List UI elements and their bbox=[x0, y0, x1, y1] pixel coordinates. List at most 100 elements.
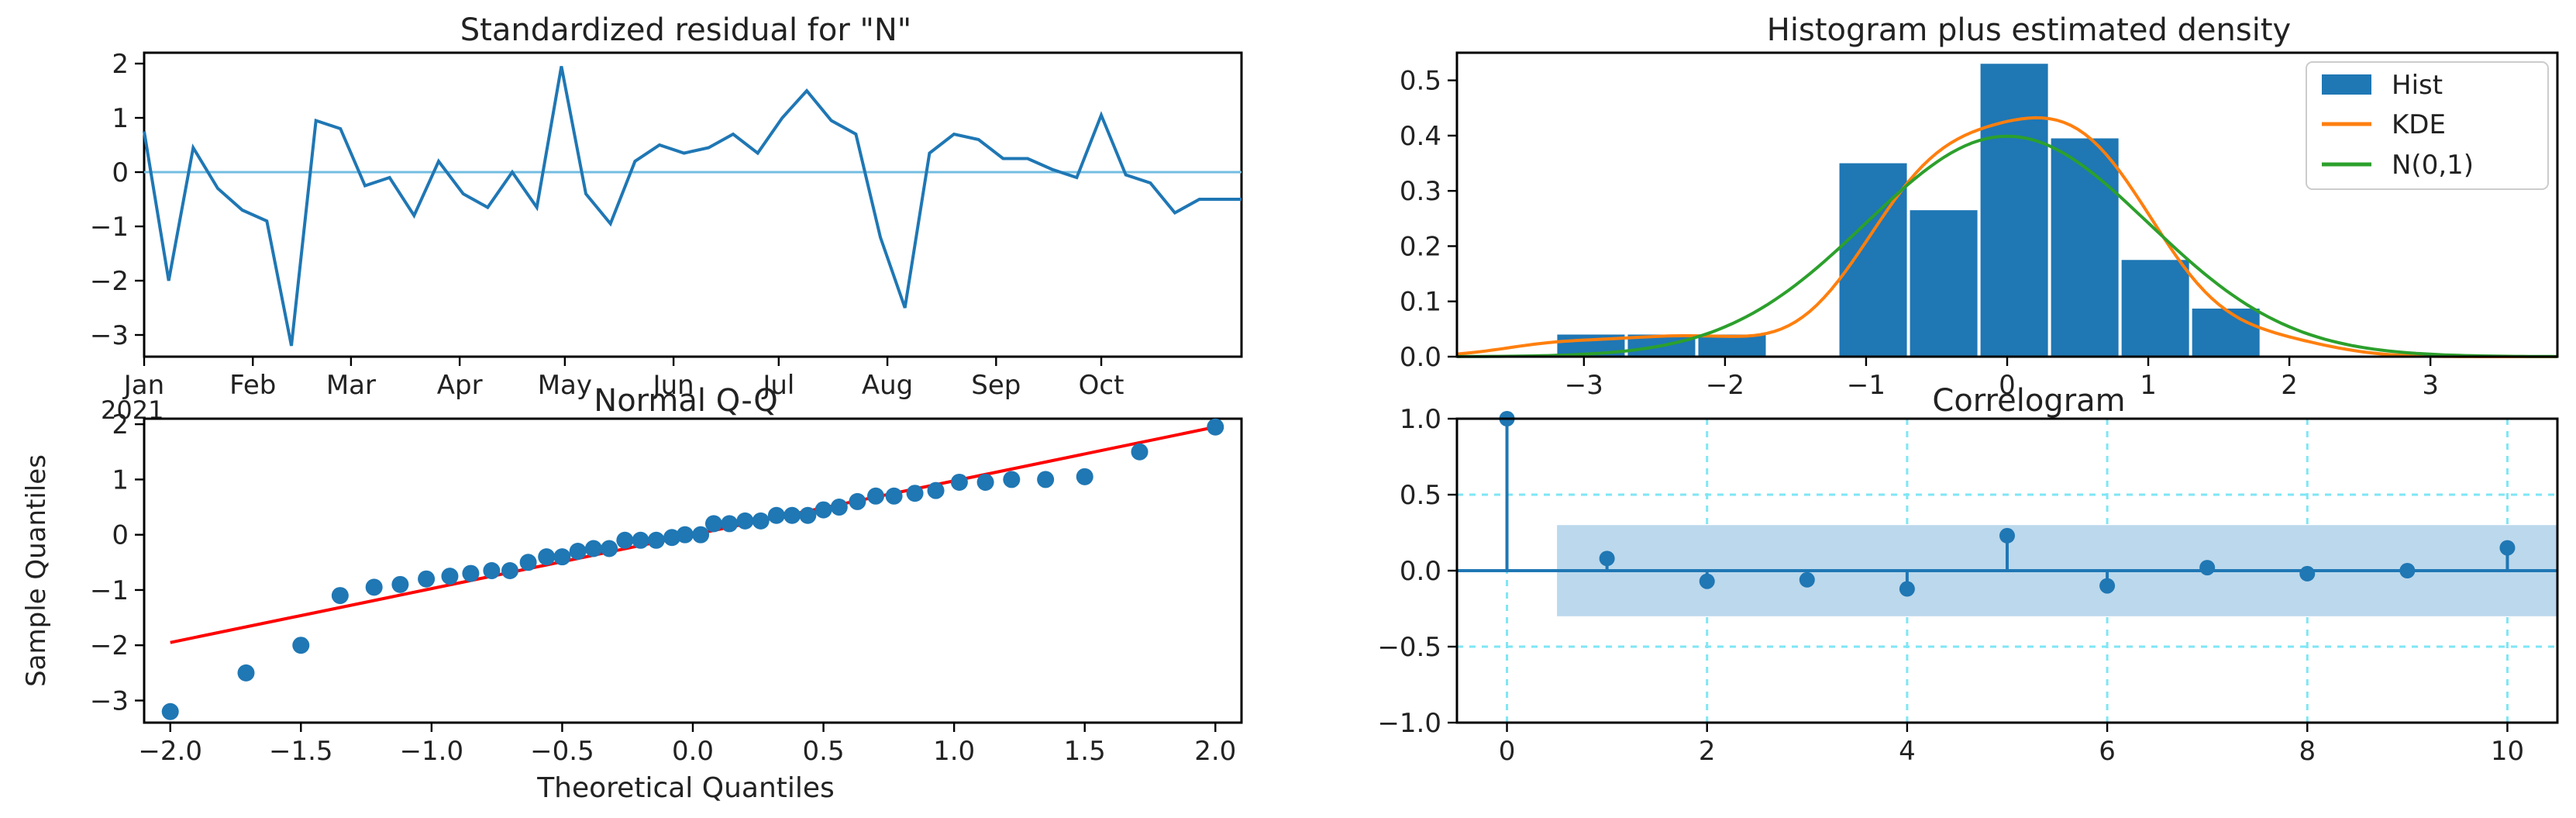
acf-marker bbox=[2499, 540, 2516, 556]
qq-y-tick-label: 1 bbox=[112, 464, 129, 495]
correlogram-y-tick-label: 0.0 bbox=[1400, 556, 1441, 587]
residual-y-tick-label: −3 bbox=[90, 320, 129, 351]
qq-point bbox=[391, 575, 409, 593]
qq-panel: Normal Q-Q −2.0 −1.5 −1.0 −0.5 0.0 0.5 1.0 1.5 2… bbox=[21, 383, 1243, 804]
qq-point bbox=[867, 487, 884, 505]
qq-y-tick-label: 0 bbox=[112, 520, 129, 551]
legend-hist-swatch bbox=[2322, 74, 2371, 95]
correlogram-y-tick-label: 1.0 bbox=[1400, 404, 1441, 435]
histogram-x-tick-label: −3 bbox=[1565, 370, 1603, 401]
qq-y-tick-label: 2 bbox=[112, 409, 129, 440]
qq-point bbox=[830, 499, 848, 516]
qq-point bbox=[1003, 471, 1021, 488]
qq-point bbox=[950, 473, 968, 491]
qq-title: Normal Q-Q bbox=[594, 383, 777, 419]
qq-point bbox=[462, 564, 480, 582]
histogram-bar bbox=[1839, 163, 1907, 357]
residual-x-tick-label: Feb bbox=[229, 370, 276, 401]
qq-point bbox=[704, 515, 722, 533]
residual-axes-frame bbox=[143, 51, 1243, 358]
qq-point bbox=[1076, 468, 1093, 485]
qq-x-tick-label: −2.0 bbox=[138, 736, 202, 767]
qq-point bbox=[441, 568, 459, 585]
qq-point bbox=[237, 664, 255, 682]
acf-marker bbox=[2299, 565, 2316, 582]
histogram-bar bbox=[2051, 138, 2119, 357]
residual-x-tick-label: Jul bbox=[761, 370, 794, 401]
correlogram-y-tick-label: −0.5 bbox=[1377, 632, 1441, 663]
qq-point bbox=[849, 492, 866, 510]
residual-x-tick-label: Aug bbox=[862, 370, 913, 401]
qq-x-tick-label: 0.0 bbox=[672, 736, 714, 767]
histogram-panel: Histogram plus estimated density −3 −2 −1 0… bbox=[1400, 12, 2559, 401]
histogram-bar bbox=[1910, 210, 1978, 357]
normal-curve bbox=[1456, 134, 2558, 358]
residual-y-ticks: 2 1 0 −1 −2 −3 bbox=[90, 49, 144, 351]
residual-x-tick-label: May bbox=[538, 370, 592, 401]
histogram-y-tick-label: 0.4 bbox=[1400, 121, 1441, 152]
qq-point bbox=[553, 548, 571, 566]
histogram-x-tick-label: −2 bbox=[1706, 370, 1744, 401]
qq-y-axis-label: Sample Quantiles bbox=[21, 454, 52, 687]
qq-point bbox=[632, 531, 649, 549]
correlogram-panel: Correlogram 0 2 4 6 8 10 1.0 0.5 0.0 −0.5 −1.0 bbox=[1377, 383, 2559, 767]
residual-y-tick-label: 1 bbox=[112, 103, 129, 134]
histogram-x-tick-label: −1 bbox=[1847, 370, 1886, 401]
histogram-x-tick-label: 0 bbox=[1999, 370, 2016, 401]
qq-point bbox=[783, 506, 801, 524]
legend-hist-label: Hist bbox=[2392, 70, 2443, 101]
residual-x-ticks: Jan Feb Mar Apr May Jun Jul Aug Sep Oct bbox=[122, 357, 1124, 401]
qq-point bbox=[927, 481, 945, 499]
qq-point bbox=[161, 702, 179, 720]
correlogram-x-tick-label: 8 bbox=[2299, 736, 2316, 767]
qq-point bbox=[906, 485, 924, 502]
residual-x-tick-label: Oct bbox=[1079, 370, 1124, 401]
qq-points bbox=[161, 418, 1224, 720]
acf-marker bbox=[1799, 571, 1815, 588]
histogram-x-ticks: −3 −2 −1 0 1 2 3 bbox=[1565, 357, 2439, 401]
correlogram-x-tick-label: 4 bbox=[1899, 736, 1916, 767]
legend-normal-label: N(0,1) bbox=[2392, 150, 2474, 181]
correlogram-title: Correlogram bbox=[1932, 383, 2125, 419]
histogram-bar bbox=[2121, 260, 2189, 357]
histogram-y-ticks: 0.5 0.4 0.3 0.2 0.1 0.0 bbox=[1400, 66, 1457, 373]
residual-x-offset-label: 2021 bbox=[101, 395, 164, 425]
qq-x-axis-label: Theoretical Quantiles bbox=[536, 772, 835, 804]
qq-axes-frame bbox=[143, 417, 1243, 724]
histogram-y-tick-label: 0.1 bbox=[1400, 287, 1441, 318]
qq-point bbox=[692, 526, 710, 544]
qq-point bbox=[569, 543, 587, 561]
qq-x-tick-label: 1.5 bbox=[1064, 736, 1106, 767]
residual-x-tick-label: Jun bbox=[652, 370, 694, 401]
residual-y-tick-label: −1 bbox=[90, 212, 129, 243]
qq-x-tick-label: 2.0 bbox=[1194, 736, 1236, 767]
qq-point bbox=[584, 540, 602, 557]
qq-point bbox=[736, 512, 754, 530]
qq-point bbox=[767, 506, 785, 524]
qq-point bbox=[1207, 418, 1224, 436]
qq-x-tick-label: −0.5 bbox=[530, 736, 594, 767]
correlogram-y-tick-label: −1.0 bbox=[1377, 708, 1441, 739]
correlogram-x-tick-label: 10 bbox=[2491, 736, 2524, 767]
correlogram-x-tick-label: 2 bbox=[1699, 736, 1716, 767]
qq-point bbox=[814, 501, 832, 519]
histogram-bar bbox=[1698, 334, 1766, 357]
correlogram-y-tick-label: 0.5 bbox=[1400, 480, 1441, 511]
residual-title: Standardized residual for "N" bbox=[460, 12, 911, 48]
qq-point bbox=[616, 531, 634, 549]
acf-marker bbox=[2199, 560, 2216, 576]
qq-y-ticks: 2 1 0 −1 −2 −3 bbox=[90, 409, 144, 716]
qq-point bbox=[885, 487, 903, 505]
qq-point bbox=[1037, 471, 1055, 488]
histogram-x-tick-label: 2 bbox=[2281, 370, 2298, 401]
qq-x-tick-label: −1.5 bbox=[269, 736, 333, 767]
histogram-bar bbox=[2192, 308, 2260, 357]
qq-point bbox=[663, 529, 681, 547]
residual-panel: Standardized residual for "N" Jan Feb Mar A… bbox=[90, 12, 1243, 425]
correlogram-x-tick-label: 6 bbox=[2099, 736, 2116, 767]
kde-curve bbox=[1456, 116, 2557, 358]
qq-x-tick-label: 1.0 bbox=[933, 736, 975, 767]
qq-point bbox=[752, 512, 770, 530]
acf-marker bbox=[1999, 527, 2015, 544]
